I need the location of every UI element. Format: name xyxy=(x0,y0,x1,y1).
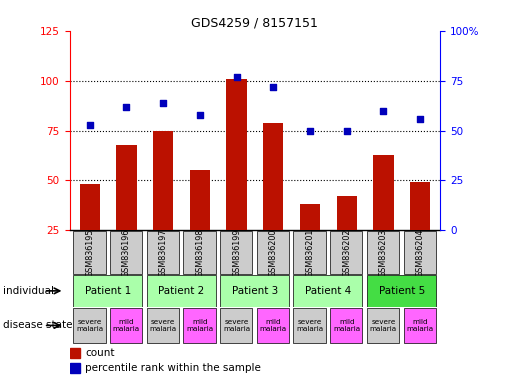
Text: Patient 1: Patient 1 xyxy=(85,286,131,296)
Text: severe
malaria: severe malaria xyxy=(370,319,397,332)
Text: mild
malaria: mild malaria xyxy=(406,319,434,332)
Text: Patient 5: Patient 5 xyxy=(379,286,425,296)
Point xyxy=(416,116,424,122)
Point xyxy=(196,111,204,118)
Bar xyxy=(227,79,247,280)
Bar xyxy=(70,363,80,373)
FancyBboxPatch shape xyxy=(330,231,363,274)
Point xyxy=(380,108,388,114)
FancyBboxPatch shape xyxy=(367,308,399,343)
Text: GSM836204: GSM836204 xyxy=(416,228,425,276)
Point xyxy=(85,121,94,127)
FancyBboxPatch shape xyxy=(367,275,436,306)
Point xyxy=(342,127,351,134)
FancyBboxPatch shape xyxy=(257,308,289,343)
Point xyxy=(159,99,167,106)
Text: mild
malaria: mild malaria xyxy=(260,319,287,332)
Text: GSM836197: GSM836197 xyxy=(159,228,168,277)
Point xyxy=(232,74,241,80)
Bar xyxy=(116,144,136,280)
Bar xyxy=(70,348,80,358)
Text: individual: individual xyxy=(3,286,54,296)
Text: GSM836195: GSM836195 xyxy=(85,228,94,277)
Point xyxy=(122,104,130,110)
Text: GSM836203: GSM836203 xyxy=(379,228,388,276)
FancyBboxPatch shape xyxy=(183,308,216,343)
Text: mild
malaria: mild malaria xyxy=(333,319,360,332)
Text: severe
malaria: severe malaria xyxy=(297,319,323,332)
FancyBboxPatch shape xyxy=(183,231,216,274)
FancyBboxPatch shape xyxy=(404,231,436,274)
FancyBboxPatch shape xyxy=(147,231,179,274)
Text: mild
malaria: mild malaria xyxy=(186,319,213,332)
FancyBboxPatch shape xyxy=(220,231,252,274)
FancyBboxPatch shape xyxy=(73,275,142,306)
Title: GDS4259 / 8157151: GDS4259 / 8157151 xyxy=(192,17,318,30)
Text: Patient 3: Patient 3 xyxy=(232,286,278,296)
Bar xyxy=(153,131,173,280)
FancyBboxPatch shape xyxy=(367,231,399,274)
Text: GSM836201: GSM836201 xyxy=(305,228,315,276)
Text: mild
malaria: mild malaria xyxy=(113,319,140,332)
Bar xyxy=(373,154,393,280)
Text: GSM836199: GSM836199 xyxy=(232,228,241,277)
FancyBboxPatch shape xyxy=(220,275,289,306)
Text: GSM836200: GSM836200 xyxy=(269,228,278,276)
FancyBboxPatch shape xyxy=(294,231,326,274)
Bar xyxy=(263,122,283,280)
FancyBboxPatch shape xyxy=(330,308,363,343)
FancyBboxPatch shape xyxy=(294,308,326,343)
Text: severe
malaria: severe malaria xyxy=(76,319,104,332)
Text: disease state: disease state xyxy=(3,320,72,331)
Text: Patient 4: Patient 4 xyxy=(305,286,351,296)
Bar xyxy=(300,204,320,280)
Text: GSM836196: GSM836196 xyxy=(122,228,131,276)
FancyBboxPatch shape xyxy=(110,308,142,343)
Bar xyxy=(410,182,430,280)
FancyBboxPatch shape xyxy=(147,308,179,343)
Text: count: count xyxy=(85,348,115,358)
FancyBboxPatch shape xyxy=(73,231,106,274)
Point xyxy=(269,84,278,90)
Bar xyxy=(190,170,210,280)
FancyBboxPatch shape xyxy=(404,308,436,343)
Text: GSM836202: GSM836202 xyxy=(342,228,351,277)
Bar xyxy=(80,184,100,280)
FancyBboxPatch shape xyxy=(110,231,142,274)
FancyBboxPatch shape xyxy=(147,275,216,306)
FancyBboxPatch shape xyxy=(257,231,289,274)
Text: percentile rank within the sample: percentile rank within the sample xyxy=(85,363,261,373)
FancyBboxPatch shape xyxy=(294,275,363,306)
Point xyxy=(306,127,314,134)
FancyBboxPatch shape xyxy=(220,308,252,343)
Text: severe
malaria: severe malaria xyxy=(223,319,250,332)
FancyBboxPatch shape xyxy=(73,308,106,343)
Text: GSM836198: GSM836198 xyxy=(195,228,204,276)
Bar xyxy=(337,197,357,280)
Text: Patient 2: Patient 2 xyxy=(159,286,204,296)
Text: severe
malaria: severe malaria xyxy=(149,319,177,332)
